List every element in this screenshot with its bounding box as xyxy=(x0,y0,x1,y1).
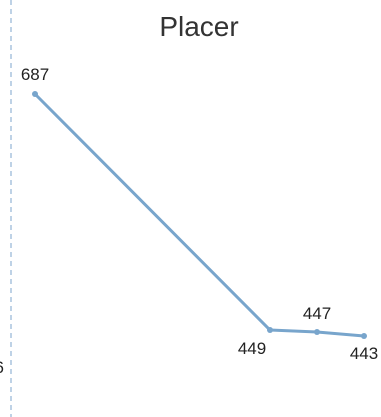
data-label: 687 xyxy=(21,65,49,84)
series-line xyxy=(33,92,365,338)
data-label: 443 xyxy=(350,344,378,363)
data-point xyxy=(314,329,320,336)
data-point xyxy=(267,327,273,334)
data-point xyxy=(361,333,367,339)
data-label: 447 xyxy=(303,304,331,323)
data-label: 449 xyxy=(238,339,266,358)
y-tick-label: 6 xyxy=(0,358,4,377)
chart-title: Placer xyxy=(159,11,238,42)
series-layer: 687 449 447 443 xyxy=(21,65,378,363)
data-point xyxy=(32,91,38,97)
